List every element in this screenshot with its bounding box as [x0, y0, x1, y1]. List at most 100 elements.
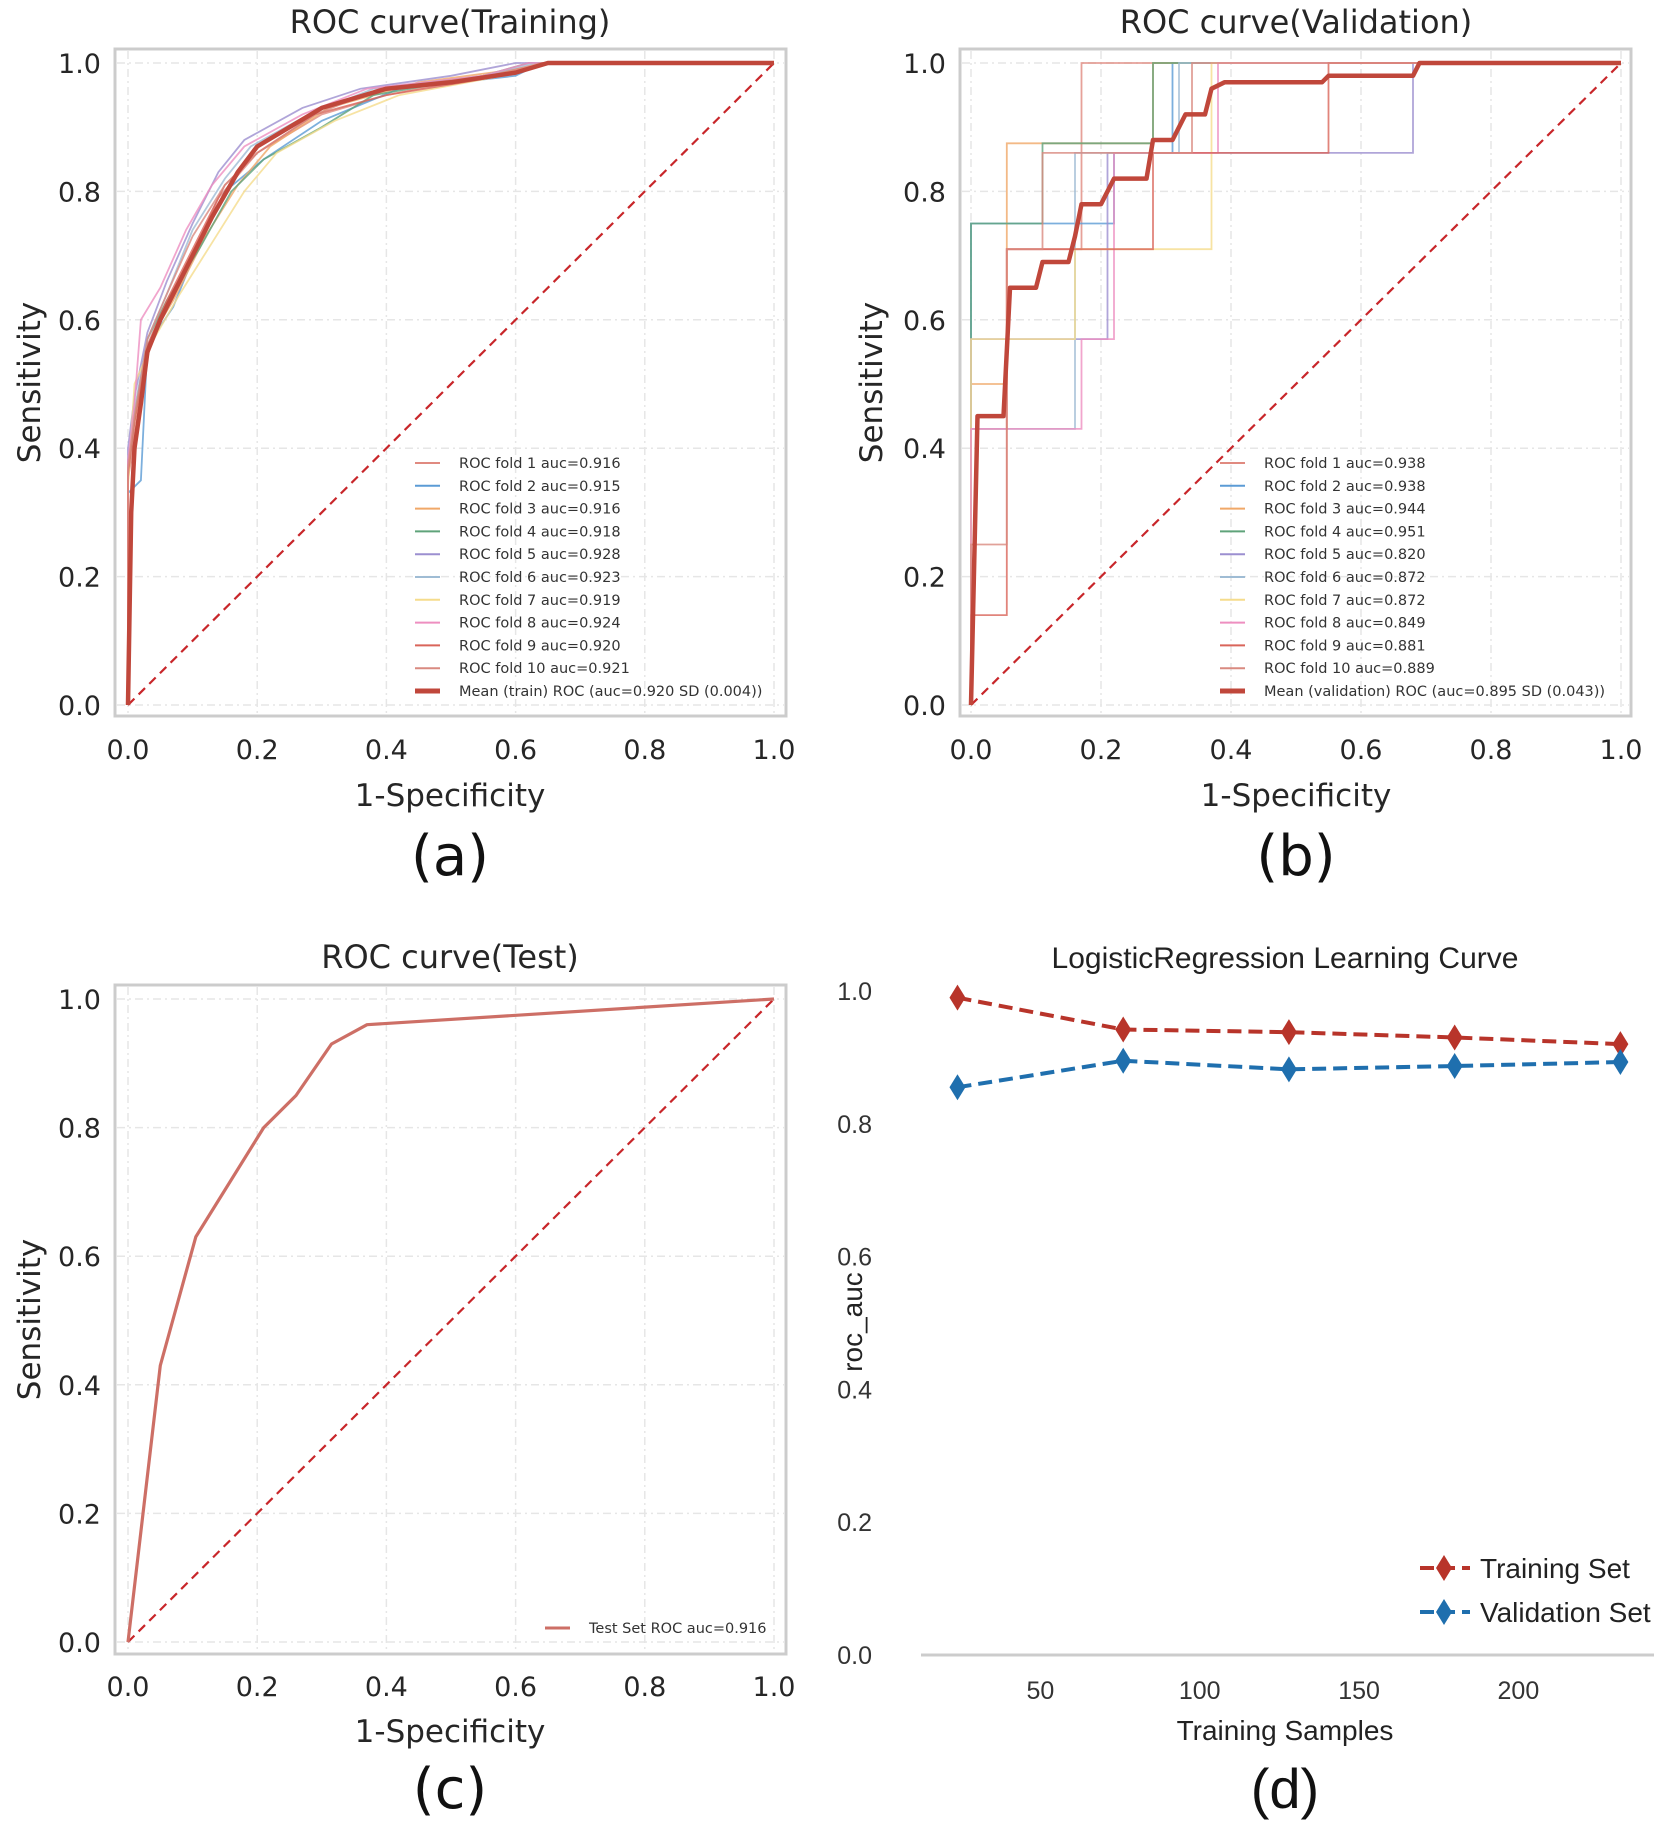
legend-label: Training Set: [1480, 1553, 1630, 1584]
legend-label: ROC fold 4 auc=0.918: [459, 524, 621, 540]
chart-title: ROC curve(Training): [290, 3, 611, 41]
legend-label: ROC fold 2 auc=0.915: [459, 479, 621, 495]
x-axis-label: 1-Specificity: [355, 778, 546, 814]
legend-label: ROC fold 6 auc=0.872: [1264, 570, 1426, 586]
y-tick-label: 0.0: [837, 1642, 872, 1670]
y-tick-label: 0.4: [837, 1376, 872, 1404]
x-axis-label: 1-Specificity: [1201, 778, 1392, 814]
data-point-marker: [1612, 1031, 1629, 1058]
data-point-marker: [1446, 1024, 1463, 1051]
y-tick-label: 0.6: [58, 306, 101, 337]
legend: ROC fold 1 auc=0.916 ROC fold 2 auc=0.915…: [415, 456, 762, 700]
roc-panel-validation: 0.00.0 0.2 0.2 0.4 0.4 0.6 0.6 0.8 0.8 1.0 1.0 ROC …: [854, 3, 1642, 889]
data-point-marker: [1115, 1016, 1132, 1043]
x-tick-label: 0.0: [107, 1672, 150, 1703]
y-axis-label: Sensitivity: [12, 1239, 48, 1400]
y-tick-label: 1.0: [903, 49, 946, 80]
x-tick-label: 0.2: [236, 735, 279, 766]
chance-diagonal: [127, 998, 775, 1643]
x-tick-label: 0.4: [365, 735, 408, 766]
legend-label: ROC fold 4 auc=0.951: [1264, 524, 1426, 540]
x-tick-label: 1.0: [753, 1672, 796, 1703]
x-tick-label: 0.6: [1340, 735, 1383, 766]
legend: ROC fold 1 auc=0.938 ROC fold 2 auc=0.938…: [1220, 456, 1605, 700]
x-tick-label: 200: [1498, 1677, 1540, 1705]
fold-10-roc-line: [970, 62, 1621, 705]
x-tick-label: 50: [1026, 1677, 1054, 1705]
legend-label: ROC fold 9 auc=0.881: [1264, 638, 1426, 654]
legend: Test Set ROC auc=0.916: [545, 1621, 767, 1637]
data-point-marker: [1280, 1056, 1297, 1083]
legend-label: ROC fold 8 auc=0.849: [1264, 616, 1426, 632]
legend-label: ROC fold 3 auc=0.916: [459, 502, 621, 518]
legend-label: ROC fold 5 auc=0.928: [459, 547, 621, 563]
x-tick-label: 100: [1179, 1677, 1221, 1705]
legend-label: ROC fold 7 auc=0.872: [1264, 593, 1426, 609]
x-tick-label: 0.2: [1080, 735, 1123, 766]
y-tick-label: 0.6: [903, 306, 946, 337]
y-tick-label: 0.4: [58, 1371, 101, 1402]
y-tick-label: 0.2: [903, 563, 946, 594]
x-tick-label: 0.2: [236, 1672, 279, 1703]
x-tick-label: 150: [1338, 1677, 1380, 1705]
roc-panel-training: 0.00.0 0.2 0.2 0.4 0.4 0.6 0.6 0.8 0.8 1.0 1.0 ROC …: [12, 3, 795, 889]
training-series: Training Set: [949, 984, 1630, 1584]
chance-diagonal: [127, 62, 775, 706]
x-tick-label: 0.0: [107, 735, 150, 766]
legend-label: ROC fold 8 auc=0.924: [459, 616, 621, 632]
chart-title: ROC curve(Validation): [1120, 3, 1473, 41]
y-tick-label: 0.4: [903, 434, 946, 465]
legend-label: ROC fold 1 auc=0.938: [1264, 456, 1426, 472]
y-tick-label: 0.0: [58, 1628, 101, 1659]
x-tick-label: 0.4: [1210, 735, 1253, 766]
chart-title: LogisticRegression Learning Curve: [1052, 942, 1519, 975]
x-tick-label: 1.0: [753, 735, 796, 766]
x-tick-label: 0.6: [494, 735, 537, 766]
y-tick-label: 1.0: [837, 978, 872, 1006]
y-axis-label: roc_auc: [837, 1272, 868, 1372]
legend-label: Mean (train) ROC (auc=0.920 SD (0.004)): [459, 684, 762, 700]
legend-label: ROC fold 10 auc=0.921: [459, 661, 630, 677]
legend-label: ROC fold 9 auc=0.920: [459, 638, 621, 654]
y-tick-label: 0.0: [903, 691, 946, 722]
y-tick-label: 0.4: [58, 434, 101, 465]
panel-label: (a): [411, 824, 489, 889]
legend-label: ROC fold 6 auc=0.923: [459, 570, 621, 586]
y-tick-label: 0.2: [837, 1509, 872, 1537]
y-tick-label: 0.2: [58, 1499, 101, 1530]
y-tick-label: 0.8: [903, 177, 946, 208]
data-point-marker: [1280, 1019, 1297, 1046]
chart-title: ROC curve(Test): [321, 938, 579, 976]
legend-label: ROC fold 10 auc=0.889: [1264, 661, 1435, 677]
x-tick-label: 0.8: [1470, 735, 1513, 766]
x-tick-label: 0.4: [365, 1672, 408, 1703]
y-tick-label: 1.0: [58, 985, 101, 1016]
mean-roc-line: [968, 60, 1621, 706]
fold-9-roc-line: [970, 62, 1621, 705]
data-point-marker: [1612, 1049, 1629, 1076]
legend-label: Test Set ROC auc=0.916: [588, 1621, 767, 1637]
axes-frame: [113, 47, 788, 718]
data-point-marker: [949, 984, 966, 1011]
fold-4-roc-line: [970, 62, 1621, 705]
test-roc-line: [126, 997, 775, 1643]
chance-diagonal: [970, 62, 1622, 706]
legend-label: ROC fold 3 auc=0.944: [1264, 502, 1426, 518]
x-axis-label: 1-Specificity: [355, 1714, 546, 1750]
series-line: [957, 1058, 1621, 1090]
legend-label: Validation Set: [1480, 1597, 1651, 1628]
y-axis-label: Sensitivity: [854, 302, 890, 463]
legend-label: ROC fold 1 auc=0.916: [459, 456, 621, 472]
panel-label: (c): [413, 1757, 487, 1822]
x-tick-label: 1.0: [1600, 735, 1643, 766]
x-tick-label: 0.6: [494, 1672, 537, 1703]
legend-label: ROC fold 7 auc=0.919: [459, 593, 621, 609]
y-tick-label: 0.8: [58, 1114, 101, 1145]
panel-label: (d): [1251, 1757, 1319, 1820]
learning-curve-panel: 50 100 150 200 0.0 0.2 0.4 0.6 0.8 1.0 LogisticReg…: [837, 942, 1654, 1820]
panel-label: (b): [1256, 824, 1335, 889]
y-axis-label: Sensitivity: [12, 302, 48, 463]
y-tick-label: 0.8: [837, 1111, 872, 1139]
y-tick-label: 0.6: [837, 1244, 872, 1272]
legend-label: ROC fold 5 auc=0.820: [1264, 547, 1426, 563]
